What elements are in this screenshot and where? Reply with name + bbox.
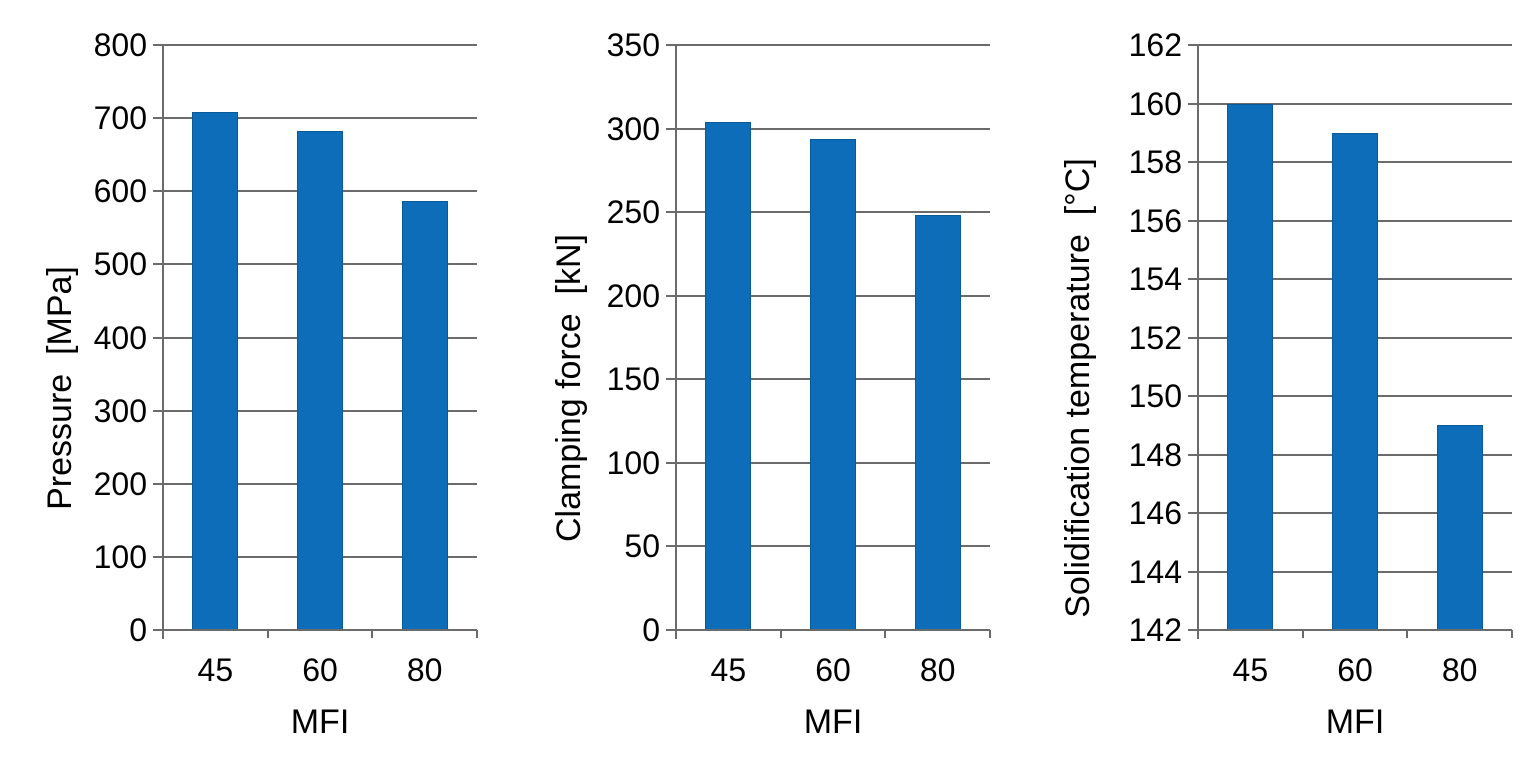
gridline bbox=[1188, 44, 1512, 46]
y-tick-label: 300 bbox=[606, 110, 660, 147]
x-axis-title: MFI bbox=[290, 703, 350, 741]
x-tick bbox=[1511, 630, 1513, 638]
y-tick-label: 100 bbox=[93, 538, 147, 575]
y-tick-label: 146 bbox=[1128, 495, 1182, 531]
y-tick-label: 150 bbox=[1128, 378, 1182, 414]
x-tick-label: 45 bbox=[710, 652, 747, 688]
y-tick-label: 144 bbox=[1128, 553, 1182, 590]
gridline bbox=[1188, 102, 1512, 105]
y-tick-label: 400 bbox=[93, 319, 147, 356]
bar-45 bbox=[1227, 103, 1274, 630]
x-tick-label: 80 bbox=[406, 652, 443, 688]
x-tick-label: 60 bbox=[1337, 652, 1373, 688]
y-tick-label: 800 bbox=[93, 27, 147, 63]
y-tick-label: 142 bbox=[1128, 612, 1182, 648]
y-tick-label: 600 bbox=[93, 173, 147, 210]
y-tick-label: 152 bbox=[1128, 319, 1182, 356]
y-axis-line bbox=[1197, 45, 1199, 639]
y-axis-title: Pressure [MPa] bbox=[41, 266, 79, 510]
y-axis-title: Clamping force [kN] bbox=[550, 234, 588, 542]
bar-80 bbox=[914, 215, 961, 630]
bar-60 bbox=[1331, 132, 1379, 630]
y-tick-label: 154 bbox=[1128, 261, 1182, 297]
gridline bbox=[666, 127, 990, 130]
bar-80 bbox=[1436, 425, 1483, 630]
y-tick-label: 150 bbox=[606, 361, 660, 398]
y-axis-line bbox=[162, 45, 164, 639]
bar-60 bbox=[809, 138, 857, 630]
x-axis-title: MFI bbox=[1325, 703, 1385, 741]
gridline bbox=[153, 44, 477, 46]
x-axis-line bbox=[1188, 629, 1512, 631]
bar-45 bbox=[705, 121, 752, 630]
y-tick-label: 50 bbox=[624, 528, 660, 565]
x-tick-label: 80 bbox=[919, 652, 956, 688]
x-tick bbox=[371, 630, 374, 638]
x-tick bbox=[476, 630, 478, 638]
y-tick-label: 250 bbox=[606, 194, 660, 231]
gridline bbox=[666, 44, 990, 46]
x-tick-label: 60 bbox=[302, 652, 338, 688]
x-axis-line bbox=[153, 629, 477, 631]
x-tick-label: 60 bbox=[815, 652, 851, 688]
gridline bbox=[153, 117, 477, 120]
y-axis-line bbox=[675, 45, 677, 639]
x-tick-label: 45 bbox=[1232, 652, 1269, 688]
y-tick-label: 200 bbox=[93, 465, 147, 502]
bar-80 bbox=[401, 201, 448, 630]
y-tick-label: 156 bbox=[1128, 202, 1182, 239]
x-tick bbox=[266, 630, 269, 638]
y-tick-label: 300 bbox=[93, 392, 147, 429]
y-axis-title: Solidification temperature [°C] bbox=[1059, 158, 1097, 618]
y-tick-label: 0 bbox=[642, 612, 660, 648]
x-tick-label: 45 bbox=[197, 652, 234, 688]
y-tick-label: 160 bbox=[1128, 85, 1182, 122]
y-tick-label: 200 bbox=[606, 277, 660, 314]
x-tick bbox=[989, 630, 991, 638]
y-tick-label: 100 bbox=[606, 444, 660, 481]
x-axis-title: MFI bbox=[803, 703, 863, 741]
y-tick-label: 148 bbox=[1128, 436, 1182, 473]
y-tick-label: 158 bbox=[1128, 144, 1182, 180]
bar-60 bbox=[296, 131, 344, 630]
x-tick-label: 80 bbox=[1441, 652, 1478, 688]
y-tick-label: 700 bbox=[93, 100, 147, 137]
x-tick bbox=[779, 630, 782, 638]
x-tick bbox=[884, 630, 887, 638]
y-tick-label: 500 bbox=[93, 246, 147, 283]
bar-45 bbox=[192, 111, 239, 630]
x-tick bbox=[1301, 630, 1304, 638]
y-tick-label: 162 bbox=[1128, 27, 1182, 63]
y-tick-label: 0 bbox=[129, 612, 147, 648]
y-tick-label: 350 bbox=[606, 27, 660, 63]
x-tick bbox=[1406, 630, 1409, 638]
x-axis-line bbox=[666, 629, 990, 631]
